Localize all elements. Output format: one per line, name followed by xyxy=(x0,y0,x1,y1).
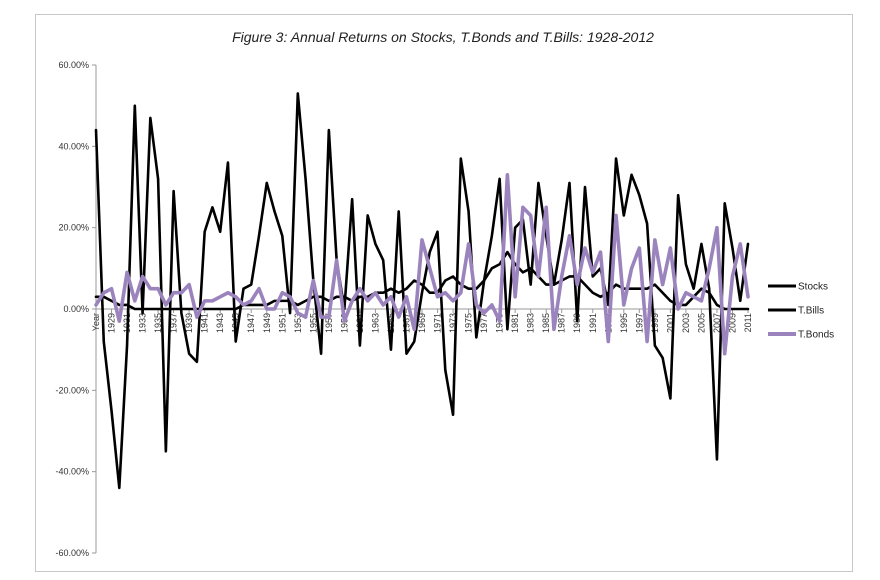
series-line-tbills xyxy=(94,250,750,311)
legend-label: T.Bonds xyxy=(798,330,834,341)
x-tick-label: 1997 xyxy=(634,313,644,333)
y-tick-label: -20.00% xyxy=(55,385,89,395)
x-tick-label: 1995 xyxy=(619,313,629,333)
x-tick-label: 1941 xyxy=(200,313,210,333)
x-tick-label: 1937 xyxy=(169,313,179,333)
x-tick-label: 1935 xyxy=(153,313,163,333)
x-tick-label: 2005 xyxy=(696,313,706,333)
x-tick-label: 1933 xyxy=(138,313,148,333)
x-tick-label: 2003 xyxy=(681,313,691,333)
x-tick-label: 1971 xyxy=(433,313,443,333)
x-tick-label: 2009 xyxy=(727,313,737,333)
x-tick-label: 1957 xyxy=(324,313,334,333)
x-tick-label: 2011 xyxy=(743,313,753,332)
legend-label: T.Bills xyxy=(798,306,824,317)
y-tick-label: -60.00% xyxy=(55,548,89,558)
x-tick-label: 1929 xyxy=(107,313,117,333)
series-line-tbonds xyxy=(94,173,750,356)
chart-title: Figure 3: Annual Returns on Stocks, T.Bo… xyxy=(232,29,654,45)
x-tick-label: 1973 xyxy=(448,313,458,333)
y-tick-label: 60.00% xyxy=(58,60,89,70)
x-tick-label: 2007 xyxy=(712,313,722,333)
series-lines xyxy=(94,92,750,490)
x-tick-label: 1963 xyxy=(370,313,380,333)
x-tick-label: 1981 xyxy=(510,313,520,333)
x-tick-label: 1979 xyxy=(495,313,505,333)
x-tick-label: 1965 xyxy=(386,313,396,333)
x-tick-label: 1999 xyxy=(650,313,660,333)
y-tick-label: 20.00% xyxy=(58,223,89,233)
x-tick-label: 1953 xyxy=(293,313,303,333)
x-tick-label: 2001 xyxy=(665,313,675,333)
legend-label: Stocks xyxy=(798,282,828,293)
x-tick-label: 1939 xyxy=(184,313,194,333)
x-tick-label: 1991 xyxy=(588,313,598,333)
x-tick-label: 1947 xyxy=(246,313,256,333)
x-tick-label: 1943 xyxy=(215,313,225,333)
y-tick-label: 40.00% xyxy=(58,141,89,151)
x-tick-label: 1987 xyxy=(557,313,567,333)
x-tick-label: 1985 xyxy=(541,313,551,333)
x-tick-label: 1969 xyxy=(417,313,427,333)
x-tick-label: 1975 xyxy=(464,313,474,333)
x-tick-label: 1959 xyxy=(339,313,349,333)
y-tick-label: -40.00% xyxy=(55,467,89,477)
x-tick-label: 1951 xyxy=(277,313,287,333)
x-tick-label: 1989 xyxy=(572,313,582,333)
x-tick-label: 1955 xyxy=(308,313,318,333)
y-tick-label: 0.00% xyxy=(63,304,89,314)
legend: Stocks T.Bills T.Bonds xyxy=(768,282,834,341)
x-tick-label: 1967 xyxy=(401,313,411,333)
x-tick-label: 1983 xyxy=(526,313,536,333)
x-tick-label: 1949 xyxy=(262,313,272,333)
series-line-stocks xyxy=(94,92,750,490)
x-tick-label: 1977 xyxy=(479,313,489,333)
x-tick-label: Year xyxy=(91,313,101,331)
